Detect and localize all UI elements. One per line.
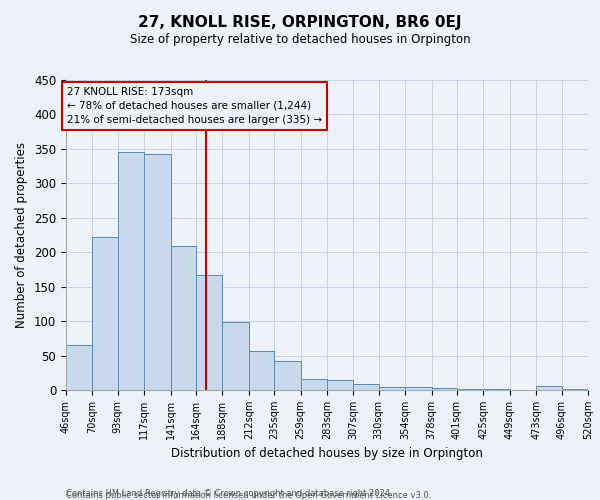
Text: 27 KNOLL RISE: 173sqm
← 78% of detached houses are smaller (1,244)
21% of semi-d: 27 KNOLL RISE: 173sqm ← 78% of detached … bbox=[67, 87, 322, 125]
Text: 27, KNOLL RISE, ORPINGTON, BR6 0EJ: 27, KNOLL RISE, ORPINGTON, BR6 0EJ bbox=[138, 15, 462, 30]
Bar bbox=[66, 345, 92, 390]
Bar bbox=[405, 387, 431, 390]
Bar bbox=[118, 152, 144, 390]
Bar bbox=[170, 246, 196, 390]
Y-axis label: Number of detached properties: Number of detached properties bbox=[16, 142, 28, 328]
Bar bbox=[431, 388, 457, 390]
Text: Contains public sector information licensed under the Open Government Licence v3: Contains public sector information licen… bbox=[66, 491, 431, 500]
Bar bbox=[536, 386, 562, 390]
Bar bbox=[144, 154, 170, 390]
Bar bbox=[274, 361, 301, 390]
Bar bbox=[92, 237, 118, 390]
X-axis label: Distribution of detached houses by size in Orpington: Distribution of detached houses by size … bbox=[171, 448, 483, 460]
Bar bbox=[457, 388, 484, 390]
Bar bbox=[223, 322, 249, 390]
Bar bbox=[379, 386, 405, 390]
Bar bbox=[327, 380, 353, 390]
Bar bbox=[301, 379, 327, 390]
Bar bbox=[196, 275, 223, 390]
Bar bbox=[353, 384, 379, 390]
Bar bbox=[249, 350, 274, 390]
Text: Contains HM Land Registry data © Crown copyright and database right 2024.: Contains HM Land Registry data © Crown c… bbox=[66, 488, 392, 498]
Text: Size of property relative to detached houses in Orpington: Size of property relative to detached ho… bbox=[130, 32, 470, 46]
